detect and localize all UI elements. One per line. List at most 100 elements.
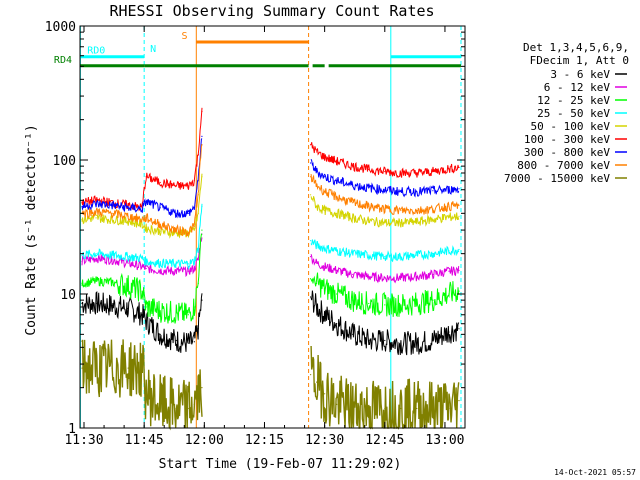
data-point <box>416 221 418 223</box>
data-point <box>309 296 312 298</box>
data-point <box>187 407 189 410</box>
data-point <box>384 339 386 342</box>
series-8 <box>81 144 460 237</box>
data-point <box>432 299 434 301</box>
data-point <box>448 205 450 208</box>
data-point <box>111 281 113 284</box>
data-point <box>400 342 402 344</box>
data-point <box>187 270 189 272</box>
data-point <box>197 212 199 214</box>
data-point <box>400 407 402 410</box>
data-point <box>197 282 199 284</box>
data-point <box>159 181 161 184</box>
data-point <box>458 188 460 190</box>
data-point <box>81 218 83 221</box>
legend-label: 100 - 300 keV <box>524 133 610 146</box>
data-point <box>95 199 97 201</box>
data-point <box>201 387 203 389</box>
series-line <box>81 339 203 431</box>
data-point <box>309 176 312 178</box>
data-point <box>316 262 318 264</box>
y-axis-label: Count Rate (s⁻¹ detector⁻¹) <box>24 124 39 335</box>
data-point <box>111 254 113 256</box>
data-point <box>400 277 402 279</box>
flag-label-n: N <box>150 44 156 55</box>
data-point <box>316 282 318 284</box>
data-point <box>127 307 129 310</box>
x-tick-label: 12:30 <box>305 433 344 448</box>
data-point <box>201 176 203 178</box>
series-line <box>310 239 460 263</box>
data-point <box>309 162 312 164</box>
data-point <box>400 222 402 224</box>
data-point <box>145 176 147 178</box>
data-point <box>111 218 113 221</box>
series-line <box>310 174 460 216</box>
data-point <box>81 282 83 284</box>
data-point <box>336 250 338 252</box>
data-point <box>324 247 326 249</box>
data-point <box>309 256 312 258</box>
data-point <box>368 339 370 342</box>
legend-label: 3 - 6 keV <box>550 68 610 81</box>
series-line <box>81 233 203 324</box>
data-point <box>197 328 199 330</box>
footer-timestamp: 14-Oct-2021 05:57 <box>554 468 636 477</box>
data-point <box>336 196 338 198</box>
data-point <box>193 306 195 308</box>
data-point <box>81 202 83 204</box>
data-point <box>193 341 195 343</box>
data-point <box>175 312 177 314</box>
data-point <box>352 333 354 335</box>
data-point <box>336 180 338 182</box>
y-tick-label: 1000 <box>45 20 76 35</box>
data-point <box>187 185 189 187</box>
data-point <box>95 203 97 205</box>
data-point <box>448 270 450 272</box>
data-point <box>324 156 326 158</box>
data-point <box>432 273 434 276</box>
series-4 <box>81 203 460 271</box>
data-point <box>368 275 370 278</box>
series-line <box>310 196 460 228</box>
data-point <box>368 254 370 256</box>
data-point <box>384 277 386 279</box>
data-point <box>145 267 147 270</box>
data-point <box>336 323 338 325</box>
data-point <box>384 256 386 258</box>
series-line <box>310 290 460 356</box>
data-point <box>368 187 370 189</box>
data-point <box>111 212 113 214</box>
y-tick-label: 100 <box>53 154 76 169</box>
axes-layer: 11:30 11:45 12:00 12:15 12:30 12:45 13:00 1 10 10… <box>45 20 465 448</box>
data-point <box>95 302 97 305</box>
data-point <box>416 172 418 174</box>
data-point <box>141 290 143 292</box>
data-point <box>324 176 326 178</box>
data-point <box>197 259 199 261</box>
data-point <box>448 216 450 218</box>
data-point <box>127 220 129 222</box>
data-point <box>352 253 354 255</box>
data-point <box>159 269 161 272</box>
data-point <box>458 215 460 217</box>
data-point <box>416 254 418 256</box>
data-point <box>336 269 338 272</box>
data-point <box>175 270 177 272</box>
data-point <box>187 212 189 214</box>
x-tick-label: 11:30 <box>64 433 103 448</box>
data-point <box>368 205 370 208</box>
data-point <box>81 254 83 256</box>
series-3 <box>81 229 460 324</box>
data-point <box>352 217 354 219</box>
data-point <box>95 211 97 213</box>
data-point <box>384 222 386 224</box>
data-point <box>432 407 434 410</box>
data-point <box>95 253 97 255</box>
legend-label: 800 - 7000 keV <box>517 159 610 172</box>
data-point <box>336 403 338 406</box>
data-point <box>175 212 177 214</box>
series-line <box>310 142 460 179</box>
data-point <box>432 208 434 210</box>
